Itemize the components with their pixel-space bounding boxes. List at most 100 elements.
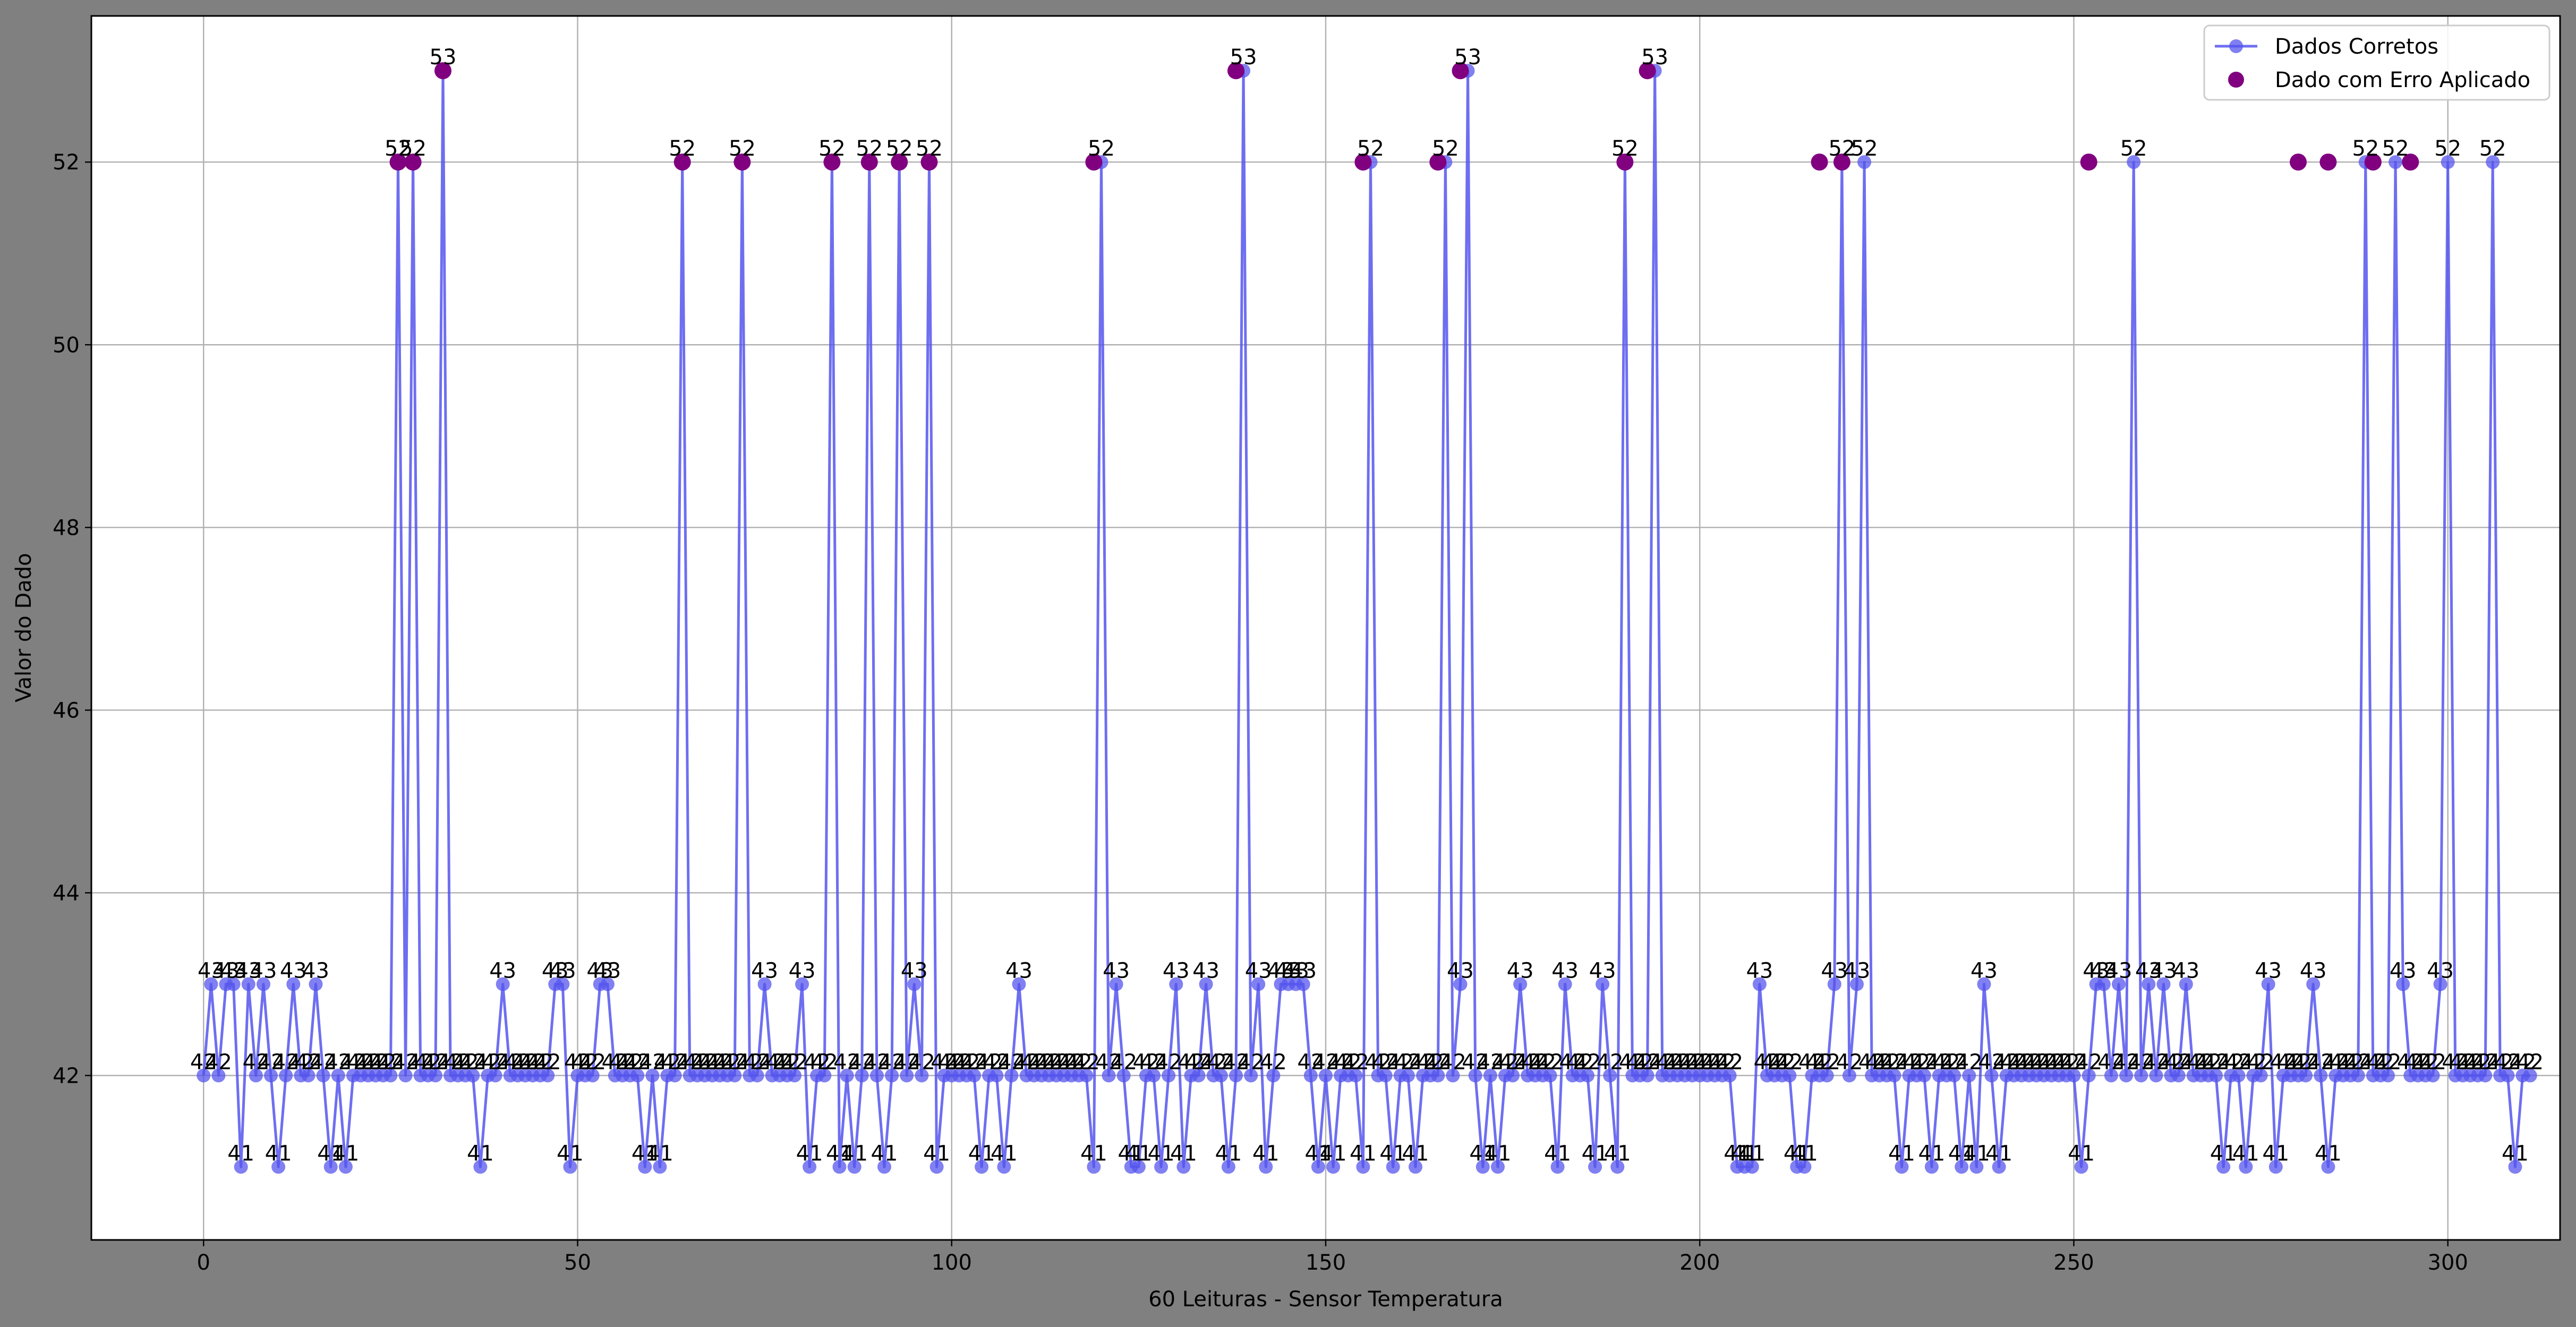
data-point xyxy=(1004,1068,1019,1083)
legend-entry-dados-corretos: Dados Corretos xyxy=(2275,35,2438,59)
data-label: 42 xyxy=(1529,1050,1556,1074)
data-point xyxy=(1147,1068,1161,1083)
data-point xyxy=(600,977,615,991)
data-label: 42 xyxy=(804,1050,831,1074)
data-label: 41 xyxy=(796,1141,823,1166)
data-label: 42 xyxy=(2404,1050,2432,1074)
data-point xyxy=(668,1068,682,1083)
data-point xyxy=(1229,1068,1243,1083)
data-point xyxy=(383,1068,398,1083)
data-label: 41 xyxy=(467,1141,494,1166)
data-point xyxy=(1977,977,1991,991)
data-label: 42 xyxy=(1716,1050,1743,1074)
data-label: 42 xyxy=(1133,1050,1160,1074)
data-point xyxy=(1162,1068,1176,1083)
data-label: 41 xyxy=(1582,1141,1609,1166)
data-label: 43 xyxy=(212,958,240,983)
data-label: 41 xyxy=(1350,1141,1377,1166)
data-label: 42 xyxy=(736,1050,763,1074)
data-label: 43 xyxy=(280,958,307,983)
error-point xyxy=(1429,153,1447,171)
data-label: 41 xyxy=(332,1141,359,1166)
data-point xyxy=(1386,1160,1400,1174)
data-point xyxy=(1468,1068,1482,1083)
data-label: 43 xyxy=(789,958,816,983)
data-label: 42 xyxy=(2457,1050,2484,1074)
error-point xyxy=(2080,153,2097,171)
y-tick-label: 42 xyxy=(53,1064,80,1088)
data-point xyxy=(286,977,301,991)
data-point xyxy=(2231,1068,2246,1083)
data-point xyxy=(832,1160,847,1174)
data-label: 52 xyxy=(886,136,913,161)
data-point xyxy=(885,1068,899,1083)
data-label: 42 xyxy=(2075,1050,2102,1074)
data-label: 43 xyxy=(1290,958,1317,983)
data-point xyxy=(2142,977,2156,991)
data-label: 43 xyxy=(586,958,613,983)
data-label: 42 xyxy=(1110,1050,1137,1074)
data-label: 42 xyxy=(1065,1050,1093,1074)
data-label: 42 xyxy=(699,1050,726,1074)
data-label: 42 xyxy=(287,1050,314,1074)
data-label: 42 xyxy=(1537,1050,1564,1074)
data-label: 43 xyxy=(1746,958,1773,983)
data-label: 42 xyxy=(2397,1050,2424,1074)
data-label: 42 xyxy=(639,1050,666,1074)
data-label: 43 xyxy=(1447,958,1474,983)
data-point xyxy=(1079,1068,1094,1083)
data-label: 43 xyxy=(1103,958,1130,983)
data-point xyxy=(638,1160,652,1174)
data-label: 41 xyxy=(991,1141,1018,1166)
data-label: 42 xyxy=(601,1050,628,1074)
data-label: 42 xyxy=(1073,1050,1100,1074)
data-label: 41 xyxy=(1888,1141,1915,1166)
data-label: 42 xyxy=(1035,1050,1062,1074)
data-point xyxy=(2381,1068,2395,1083)
data-label: 52 xyxy=(818,136,846,161)
y-tick-label: 50 xyxy=(53,333,80,357)
data-label: 42 xyxy=(1499,1050,1526,1074)
data-label: 52 xyxy=(729,136,756,161)
data-label: 42 xyxy=(2337,1050,2364,1074)
error-point xyxy=(1616,153,1634,171)
data-label: 43 xyxy=(1192,958,1219,983)
data-label: 42 xyxy=(1956,1050,1983,1074)
data-label: 42 xyxy=(190,1050,217,1074)
y-tick-label: 44 xyxy=(53,881,80,905)
data-label: 42 xyxy=(609,1050,636,1074)
data-label: 42 xyxy=(721,1050,748,1074)
data-label: 42 xyxy=(1566,1050,1593,1074)
data-label: 41 xyxy=(1985,1141,2012,1166)
data-label: 42 xyxy=(2143,1050,2170,1074)
data-label: 42 xyxy=(2285,1050,2312,1074)
data-label: 42 xyxy=(2330,1050,2357,1074)
data-point xyxy=(869,1068,884,1083)
data-point xyxy=(1349,1068,1363,1083)
data-point xyxy=(2389,155,2403,169)
data-point xyxy=(1483,1068,1497,1083)
data-label: 42 xyxy=(676,1050,703,1074)
data-label: 42 xyxy=(1559,1050,1586,1074)
data-label: 42 xyxy=(2517,1050,2544,1074)
error-point xyxy=(404,153,422,171)
data-label: 41 xyxy=(1738,1141,1765,1166)
data-label: 42 xyxy=(2442,1050,2469,1074)
data-label: 42 xyxy=(2128,1050,2155,1074)
data-label: 42 xyxy=(908,1050,935,1074)
data-label: 42 xyxy=(2509,1050,2536,1074)
data-label: 42 xyxy=(945,1050,973,1074)
y-tick-label: 46 xyxy=(53,698,80,723)
data-point xyxy=(241,977,255,991)
data-point xyxy=(1543,1068,1557,1083)
data-label: 41 xyxy=(1118,1141,1145,1166)
data-label: 42 xyxy=(205,1050,232,1074)
data-label: 43 xyxy=(2390,958,2417,983)
data-label: 42 xyxy=(340,1050,367,1074)
data-point xyxy=(750,1068,764,1083)
data-label: 43 xyxy=(235,958,262,983)
data-label: 41 xyxy=(557,1141,584,1166)
data-point xyxy=(2396,977,2410,991)
data-label: 42 xyxy=(1694,1050,1721,1074)
data-point xyxy=(1199,977,1213,991)
